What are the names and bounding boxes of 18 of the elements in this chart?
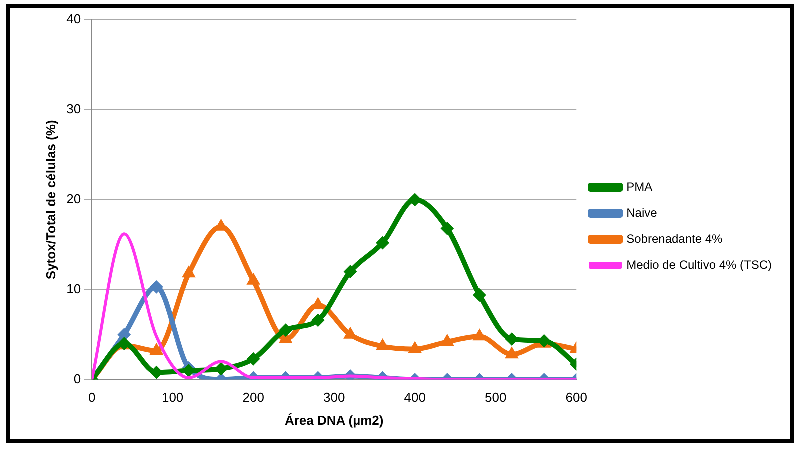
legend-label: PMA: [626, 180, 653, 194]
x-tick-label: 600: [566, 390, 588, 406]
x-tick-label: 400: [404, 390, 426, 406]
y-tick-label: 30: [66, 102, 82, 117]
y-tick-label: 20: [66, 191, 82, 206]
legend-label: Naive: [626, 206, 658, 220]
x-tick-label: 200: [242, 390, 264, 406]
y-axis-title: Sytox/Total de células (%): [43, 120, 58, 280]
x-tick-label: 0: [88, 390, 96, 406]
y-tick-label: 40: [66, 12, 82, 27]
legend-label: Sobrenadante 4%: [626, 232, 724, 246]
legend-label: Medio de Cultivo 4% (TSC): [626, 258, 772, 272]
y-tick-label: 0: [74, 371, 82, 386]
x-axis-title: Área DNA (µm2): [284, 412, 384, 428]
x-tick-label: 100: [162, 390, 184, 406]
x-tick-label: 500: [485, 390, 507, 406]
x-tick-label: 300: [323, 390, 346, 406]
y-tick-label: 10: [66, 281, 82, 296]
